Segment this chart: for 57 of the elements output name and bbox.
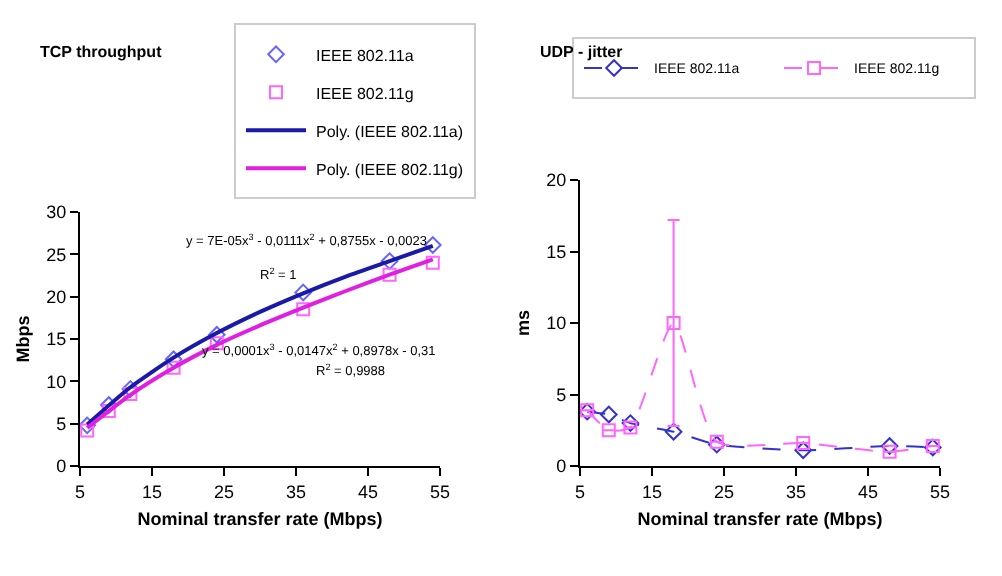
y-tick-label: 20	[46, 286, 67, 307]
point	[80, 423, 95, 438]
point	[166, 360, 181, 375]
x-tick-label: 15	[141, 481, 163, 502]
x-tick-label: 45	[857, 481, 879, 502]
y-tick-label: 10	[46, 371, 67, 392]
x-tick-label: 15	[641, 481, 663, 502]
y-tick-label: 5	[556, 384, 567, 405]
point	[880, 437, 899, 455]
point	[796, 436, 811, 451]
x-tick-label: 55	[429, 481, 451, 502]
point	[78, 416, 96, 435]
point	[100, 396, 118, 414]
legend-label: IEEE 802.11a	[316, 46, 415, 65]
x-tick-label: 5	[574, 481, 586, 502]
point	[623, 420, 638, 435]
point	[600, 405, 618, 424]
x-tick-label: 25	[213, 481, 235, 502]
legend-label: Poly. (IEEE 802.11a)	[316, 122, 464, 141]
x-tick-label: 5	[74, 481, 86, 502]
x-axis-title: Nominal transfer rate (Mbps)	[637, 509, 883, 530]
point	[794, 441, 812, 460]
point	[164, 350, 183, 369]
y-tick-label: 30	[46, 202, 67, 223]
y-tick-label: 25	[46, 244, 67, 265]
y-tick-label: 0	[556, 456, 567, 477]
y-tick-label: 10	[546, 313, 567, 334]
x-tick-label: 35	[785, 481, 807, 502]
point	[294, 283, 312, 302]
point	[708, 435, 726, 454]
chart-title: TCP throughput	[40, 43, 163, 62]
point	[380, 252, 399, 270]
chart-title: UDP - jitter	[540, 43, 623, 62]
point	[709, 434, 724, 449]
legend-label: Poly. (IEEE 802.11g)	[316, 160, 464, 179]
point	[208, 325, 226, 344]
x-tick-label: 35	[285, 481, 307, 502]
point	[382, 267, 397, 282]
point	[296, 302, 311, 317]
y-tick-label: 5	[56, 413, 67, 434]
y-tick-label: 20	[546, 170, 567, 191]
y-axis-title: ms	[513, 309, 534, 337]
point	[601, 423, 616, 438]
y-axis-title: Mbps	[13, 315, 34, 363]
y-tick-label: 0	[56, 456, 67, 477]
point	[425, 255, 440, 270]
y-tick-label: 15	[46, 329, 67, 350]
x-tick-label: 55	[929, 481, 951, 502]
point	[621, 414, 640, 432]
x-tick-label: 45	[357, 481, 379, 502]
x-tick-label: 25	[713, 481, 735, 502]
point	[664, 422, 683, 441]
point	[882, 444, 897, 459]
y-tick-label: 15	[546, 241, 567, 262]
legend-label: IEEE 802.11g	[316, 84, 414, 103]
point	[666, 316, 681, 330]
x-axis-title: Nominal transfer rate (Mbps)	[137, 509, 383, 530]
